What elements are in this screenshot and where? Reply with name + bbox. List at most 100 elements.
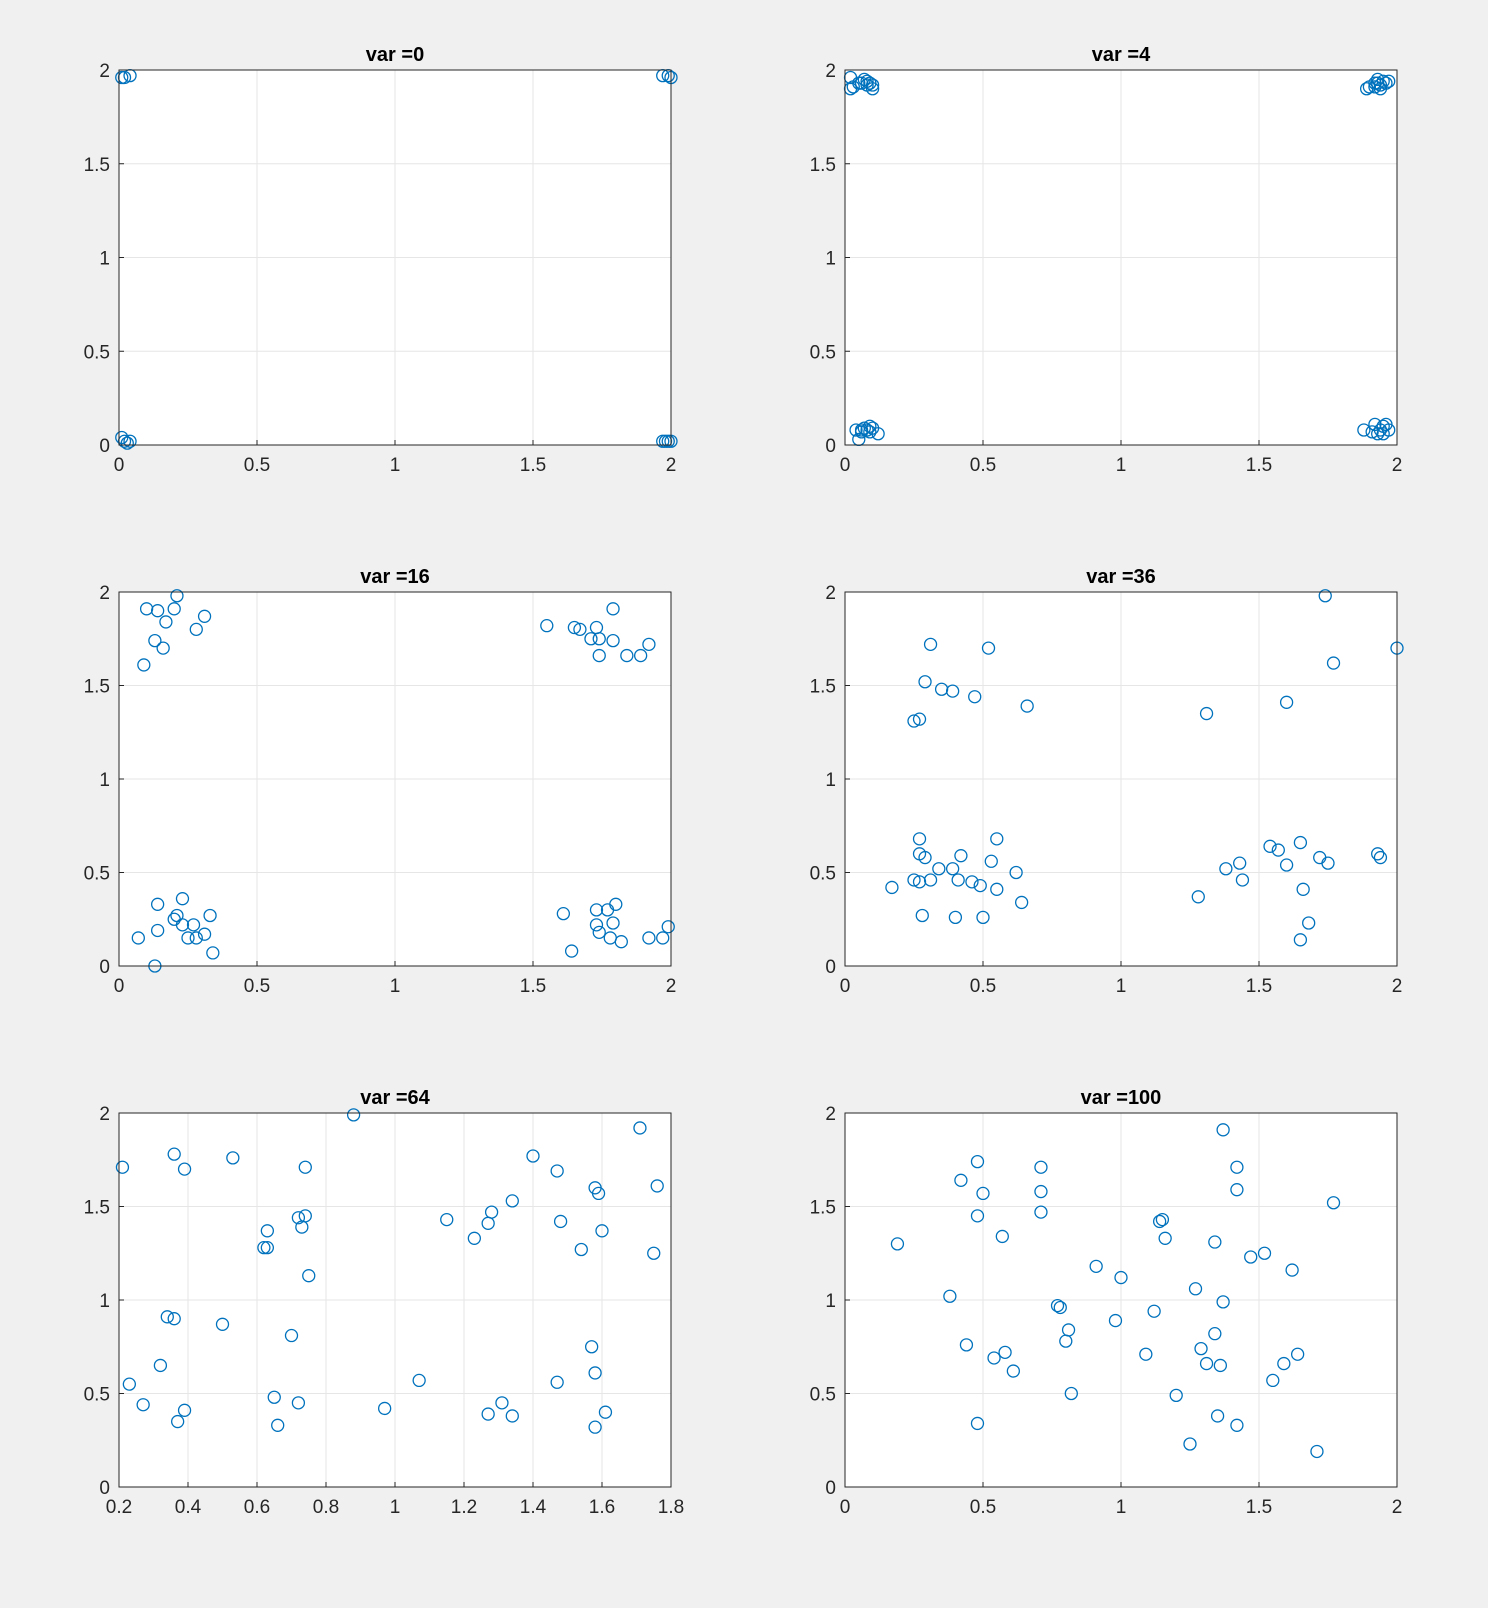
data-point xyxy=(620,648,634,663)
data-point xyxy=(585,1340,599,1354)
y-tick-label: 2 xyxy=(99,1104,110,1125)
y-tick-label: 1.5 xyxy=(810,677,836,698)
data-point xyxy=(915,908,929,923)
data-point xyxy=(291,1211,306,1225)
x-tick-label: 2 xyxy=(1392,1497,1403,1518)
data-point xyxy=(1194,1341,1208,1356)
x-tick-label: 0 xyxy=(114,455,125,476)
data-point xyxy=(849,423,863,437)
data-point xyxy=(1053,1300,1067,1315)
x-tick-label: 1.6 xyxy=(589,1497,615,1518)
subplot-4: 0 0.5 1 1.5 2 0 0.5 1 1.5 2 var =36 xyxy=(810,566,1404,997)
data-point xyxy=(1233,856,1247,870)
x-tick-label: 1.5 xyxy=(1246,976,1272,997)
data-point xyxy=(175,892,190,906)
data-point xyxy=(642,637,656,652)
chart-title: var =16 xyxy=(360,566,430,588)
data-point xyxy=(226,1151,240,1165)
data-point xyxy=(122,1377,137,1391)
data-point xyxy=(656,931,670,945)
x-tick-label: 1.5 xyxy=(520,455,546,476)
chart-title: var =100 xyxy=(1081,1087,1162,1109)
data-point xyxy=(1293,933,1308,947)
data-point xyxy=(633,1121,647,1135)
data-point xyxy=(923,873,938,887)
data-point xyxy=(1155,1212,1170,1227)
data-point xyxy=(592,648,606,663)
data-point xyxy=(175,918,190,932)
data-point xyxy=(606,916,620,930)
data-point xyxy=(592,925,606,939)
data-point xyxy=(970,1154,985,1169)
y-tick-label: 1.5 xyxy=(84,677,110,698)
data-point xyxy=(1263,839,1277,853)
data-point xyxy=(647,1246,661,1260)
data-point xyxy=(598,1405,613,1419)
data-point xyxy=(981,641,996,655)
y-tick-label: 1 xyxy=(825,770,836,791)
data-point xyxy=(170,1414,185,1429)
data-point xyxy=(1302,916,1316,930)
data-point xyxy=(1169,1388,1183,1403)
data-point xyxy=(609,897,623,911)
y-tick-label: 1.5 xyxy=(84,1198,110,1219)
data-point xyxy=(215,1317,230,1331)
data-point xyxy=(1199,706,1214,721)
data-point xyxy=(1290,1347,1305,1361)
data-point xyxy=(567,620,582,635)
x-tick-label: 1.5 xyxy=(1246,455,1272,476)
data-point xyxy=(440,1212,454,1227)
data-point xyxy=(871,427,885,441)
data-point xyxy=(865,78,880,92)
data-point xyxy=(943,1289,957,1303)
data-point xyxy=(150,604,165,618)
x-tick-label: 1 xyxy=(1116,1497,1127,1518)
data-point xyxy=(377,1401,392,1416)
x-tick-label: 2 xyxy=(666,455,677,476)
data-point xyxy=(588,1366,602,1380)
subplot-6: 0 0.5 1 1.5 2 0 0.5 1 1.5 2 var =100 xyxy=(810,1087,1403,1518)
data-point xyxy=(1230,1160,1244,1174)
y-tick-label: 0 xyxy=(99,957,110,978)
data-point xyxy=(990,882,1004,896)
data-point xyxy=(203,908,217,923)
data-point xyxy=(1235,873,1250,887)
subplot-grid: 0 0.5 1 1.5 2 0 0.5 1 1.5 2 var =0 0 0.5 1 1.5 2 0 0.5 1 1.… xyxy=(84,44,1404,1518)
y-tick-label: 1 xyxy=(825,1291,836,1312)
data-point xyxy=(987,1351,1001,1365)
data-point xyxy=(505,1409,519,1423)
data-point xyxy=(291,1396,306,1410)
x-tick-label: 2 xyxy=(666,976,677,997)
subplot-1: 0 0.5 1 1.5 2 0 0.5 1 1.5 2 var =0 xyxy=(84,44,678,476)
y-tick-label: 1 xyxy=(99,770,110,791)
data-point xyxy=(115,1160,130,1174)
data-point xyxy=(1034,1205,1048,1219)
y-tick-label: 1.5 xyxy=(810,1198,836,1219)
data-point xyxy=(189,931,203,945)
data-point xyxy=(1244,1250,1258,1264)
data-point xyxy=(995,1229,1009,1244)
x-tick-label: 0.2 xyxy=(106,1497,132,1518)
y-tick-label: 0.5 xyxy=(84,1385,110,1406)
data-point xyxy=(1158,1231,1172,1245)
x-tick-label: 0.5 xyxy=(970,1497,996,1518)
x-tick-label: 1.5 xyxy=(1246,1497,1272,1518)
y-tick-label: 1.5 xyxy=(84,155,110,176)
data-point xyxy=(1034,1184,1048,1199)
data-point xyxy=(346,1108,361,1122)
data-point xyxy=(1310,1444,1324,1459)
chart-title: var =0 xyxy=(366,44,424,66)
data-point xyxy=(260,1224,275,1238)
data-point xyxy=(951,873,965,887)
data-point xyxy=(1208,1235,1222,1249)
data-point xyxy=(852,76,866,90)
x-tick-label: 1 xyxy=(390,976,401,997)
data-point xyxy=(131,931,145,945)
x-tick-label: 0 xyxy=(840,455,851,476)
y-tick-label: 0.5 xyxy=(810,342,836,363)
data-point xyxy=(863,419,877,433)
x-tick-label: 0.5 xyxy=(970,455,996,476)
y-tick-label: 2 xyxy=(825,61,836,82)
data-point xyxy=(1279,695,1294,709)
y-tick-label: 1 xyxy=(99,249,110,270)
